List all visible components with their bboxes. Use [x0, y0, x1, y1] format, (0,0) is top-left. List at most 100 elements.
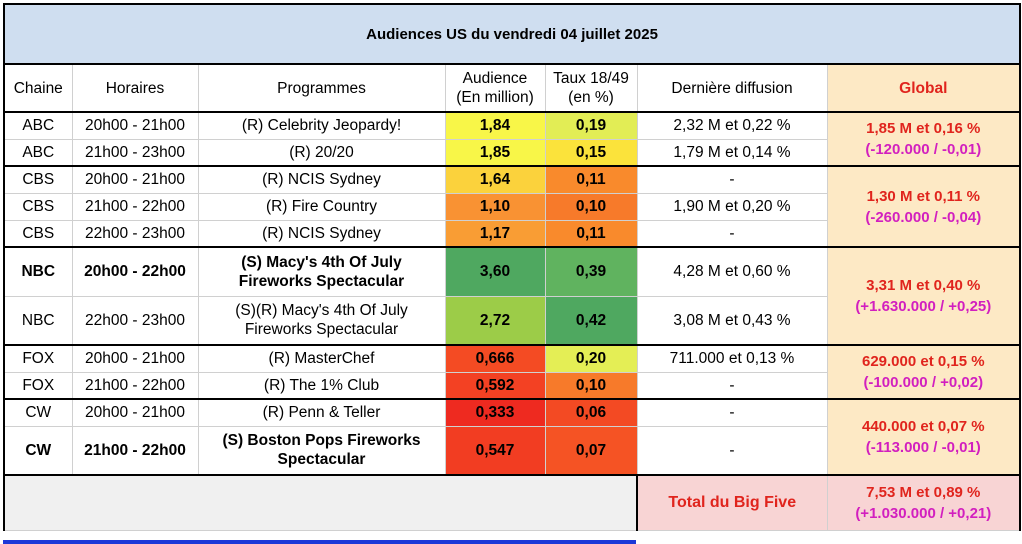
cell-horaires: 21h00 - 22h00 — [71, 192, 199, 221]
cell-chaine: CW — [3, 398, 73, 427]
header-programmes: Programmes — [197, 63, 446, 113]
cell-horaires: 22h00 - 23h00 — [71, 219, 199, 248]
cell-taux: 0,07 — [544, 425, 638, 476]
cell-taux: 0,11 — [544, 219, 638, 248]
cell-programme: (R) NCIS Sydney — [197, 219, 446, 248]
cell-derniere-diffusion: 4,28 M et 0,60 % — [636, 246, 828, 297]
table-row: NBC 20h00 - 22h00 (S) Macy's 4th Of July Fi… — [3, 246, 1022, 346]
cell-programme: (S)(R) Macy's 4th Of July Fireworks Spect… — [197, 295, 446, 346]
cell-audience: 0,333 — [444, 398, 546, 427]
programme-line1: (R) NCIS Sydney — [262, 224, 381, 242]
cell-programme: (R) 20/20 — [197, 138, 446, 167]
cell-derniere-diffusion: - — [636, 398, 828, 427]
table-title: Audiences US du vendredi 04 juillet 2025 — [2, 3, 1022, 65]
global-main: 1,85 M et 0,16 % — [866, 120, 981, 137]
cell-global: 3,31 M et 0,40 % (+1.630.000 / +0,25) — [826, 246, 1022, 346]
cell-chaine: ABC — [3, 138, 73, 167]
cell-global: 629.000 et 0,15 % (-100.000 / +0,02) — [826, 344, 1022, 400]
cell-derniere-diffusion: - — [636, 219, 828, 248]
cell-audience: 1,85 — [444, 138, 546, 167]
footer-label: Total du Big Five — [636, 474, 828, 531]
header-audience-line2: (En million) — [456, 89, 534, 106]
cell-derniere-diffusion: - — [636, 371, 828, 400]
header-taux: Taux 18/49 (en %) — [544, 63, 638, 113]
cell-horaires: 20h00 - 21h00 — [71, 398, 199, 427]
cell-derniere-diffusion: 3,08 M et 0,43 % — [636, 295, 828, 346]
cell-horaires: 20h00 - 21h00 — [71, 165, 199, 194]
cell-programme: (R) Celebrity Jeopardy! — [197, 111, 446, 140]
cell-taux: 0,19 — [544, 111, 638, 140]
cell-audience: 3,60 — [444, 246, 546, 297]
cell-audience: 0,547 — [444, 425, 546, 476]
cell-audience: 1,10 — [444, 192, 546, 221]
audiences-table-container: Audiences US du vendredi 04 juillet 2025… — [2, 3, 1022, 544]
cell-audience: 0,666 — [444, 344, 546, 373]
header-derniere: Dernière diffusion — [636, 63, 828, 113]
table-row: NBC 22h00 - 23h00 (S)(R) Macy's 4th Of Jul… — [3, 295, 1020, 346]
cell-derniere-diffusion: 1,79 M et 0,14 % — [636, 138, 828, 167]
audiences-table: Audiences US du vendredi 04 juillet 2025… — [2, 3, 1022, 531]
programme-line1: (R) The 1% Club — [263, 376, 380, 394]
cell-chaine: ABC — [3, 111, 73, 140]
cell-audience: 2,72 — [444, 295, 546, 346]
cell-global: 1,30 M et 0,11 % (-260.000 / -0,04) — [826, 165, 1022, 248]
programme-line1: (S) Macy's 4th Of July — [241, 253, 402, 271]
global-delta: (-120.000 / -0,01) — [865, 141, 982, 158]
footer-row: Total du Big Five 7,53 M et 0,89 % (+1.03… — [3, 474, 1022, 531]
cell-horaires: 21h00 - 23h00 — [71, 138, 199, 167]
global-main: 629.000 et 0,15 % — [861, 353, 985, 370]
cell-horaires: 22h00 - 23h00 — [71, 295, 199, 346]
cell-chaine: NBC — [3, 295, 73, 346]
cell-chaine: CBS — [3, 192, 73, 221]
global-delta: (-260.000 / -0,04) — [865, 208, 982, 226]
table-row: FOX 21h00 - 22h00 (R) The 1% Club 0,592 0,10… — [3, 371, 1020, 400]
cell-global: 1,85 M et 0,16 % (-120.000 / -0,01) — [826, 111, 1022, 167]
table-row: CBS 21h00 - 22h00 (R) Fire Country 1,10 0,10… — [3, 192, 1020, 221]
programme-line1: (R) NCIS Sydney — [262, 171, 381, 189]
cell-taux: 0,10 — [544, 371, 638, 400]
cell-taux: 0,39 — [544, 246, 638, 297]
cell-audience: 1,64 — [444, 165, 546, 194]
cell-horaires: 21h00 - 22h00 — [71, 425, 199, 476]
cell-horaires: 20h00 - 21h00 — [71, 111, 199, 140]
cell-derniere-diffusion: 1,90 M et 0,20 % — [636, 192, 828, 221]
table-row: ABC 20h00 - 21h00 (R) Celebrity Jeopardy! 1… — [3, 111, 1022, 167]
cell-horaires: 20h00 - 21h00 — [71, 344, 199, 373]
global-delta: (+1.630.000 / +0,25) — [855, 298, 992, 315]
programme-line2: Fireworks Spectacular — [244, 321, 399, 339]
global-delta: (-100.000 / +0,02) — [863, 374, 984, 391]
cell-derniere-diffusion: - — [636, 425, 828, 476]
programme-line1: (S)(R) Macy's 4th Of July — [235, 302, 408, 320]
bottom-blue-bar — [3, 540, 636, 544]
cell-programme: (S) Macy's 4th Of July Fireworks Spectacu… — [197, 246, 446, 297]
global-delta: (-113.000 / -0,01) — [865, 439, 981, 456]
programme-line1: (R) MasterChef — [268, 350, 375, 368]
cell-global: 440.000 et 0,07 % (-113.000 / -0,01) — [826, 398, 1022, 476]
cell-chaine: CBS — [3, 165, 73, 194]
cell-derniere-diffusion: 2,32 M et 0,22 % — [636, 111, 828, 140]
table-row: ABC 21h00 - 23h00 (R) 20/20 1,85 0,15 1,79 M … — [3, 138, 1020, 167]
cell-derniere-diffusion: 711.000 et 0,13 % — [636, 344, 828, 373]
programme-line1: (R) 20/20 — [289, 143, 354, 161]
cell-programme: (R) The 1% Club — [197, 371, 446, 400]
cell-taux: 0,10 — [544, 192, 638, 221]
header-global: Global — [826, 63, 1022, 113]
global-main: 1,30 M et 0,11 % — [866, 187, 980, 205]
footer-total-main: 7,53 M et 0,89 % — [866, 483, 981, 501]
cell-audience: 1,17 — [444, 219, 546, 248]
header-taux-line2: (en %) — [568, 89, 614, 106]
table-row: CW 21h00 - 22h00 (S) Boston Pops Fireworks… — [3, 425, 1020, 476]
header-audience: Audience (En million) — [444, 63, 546, 113]
global-main: 3,31 M et 0,40 % — [866, 277, 981, 294]
cell-chaine: FOX — [3, 371, 73, 400]
header-taux-line1: Taux 18/49 — [553, 70, 629, 87]
cell-audience: 0,592 — [444, 371, 546, 400]
header-chaine: Chaine — [3, 63, 73, 113]
header-audience-line1: Audience — [462, 70, 528, 87]
cell-chaine: CW — [3, 425, 73, 476]
cell-programme: (R) MasterChef — [197, 344, 446, 373]
cell-taux: 0,15 — [544, 138, 638, 167]
cell-programme: (R) Fire Country — [197, 192, 446, 221]
programme-line1: (S) Boston Pops Fireworks — [222, 432, 421, 450]
cell-programme: (S) Boston Pops Fireworks Spectacular — [197, 425, 446, 476]
